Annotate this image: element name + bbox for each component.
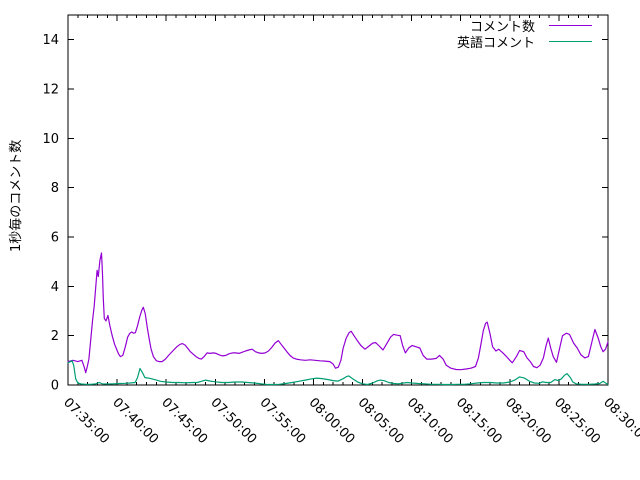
y-tick-label: 0 [51, 379, 59, 394]
y-tick-label: 14 [42, 33, 59, 48]
x-tick-label: 07:50:00 [207, 395, 259, 447]
x-tick-label: 08:20:00 [502, 395, 554, 447]
legend-line-sample [549, 40, 592, 42]
x-tick-label: 07:35:00 [60, 395, 112, 447]
y-tick-label: 12 [42, 83, 59, 98]
legend-line-sample [549, 24, 592, 26]
legend-entry: コメント数 [440, 17, 592, 35]
y-tick-label: 8 [51, 181, 59, 196]
plot-border [67, 14, 609, 386]
y-axis-title: 1秒毎のコメント数 [9, 139, 24, 252]
y-tick-label: 2 [51, 329, 59, 344]
x-tick-label: 08:30:00 [600, 395, 640, 447]
y-tick-label: 10 [42, 132, 59, 147]
x-tick-label: 08:15:00 [453, 395, 505, 447]
series-line-comments [67, 252, 609, 374]
x-tick-label: 08:00:00 [306, 395, 358, 447]
y-tick-label: 6 [51, 231, 59, 246]
y-tick-label: 4 [51, 280, 59, 295]
x-tick-label: 08:05:00 [355, 395, 407, 447]
legend-entry: 英語コメント [440, 33, 592, 51]
x-tick-label: 08:10:00 [404, 395, 456, 447]
legend-label: 英語コメント [456, 35, 535, 51]
x-tick-label: 07:45:00 [158, 395, 210, 447]
x-tick-label: 08:25:00 [551, 395, 603, 447]
series-line-english-comments [67, 360, 609, 386]
x-tick-label: 07:55:00 [257, 395, 309, 447]
legend-label: コメント数 [469, 19, 535, 35]
legend: コメント数 英語コメント [440, 17, 592, 51]
x-tick-label: 07:40:00 [109, 395, 161, 447]
